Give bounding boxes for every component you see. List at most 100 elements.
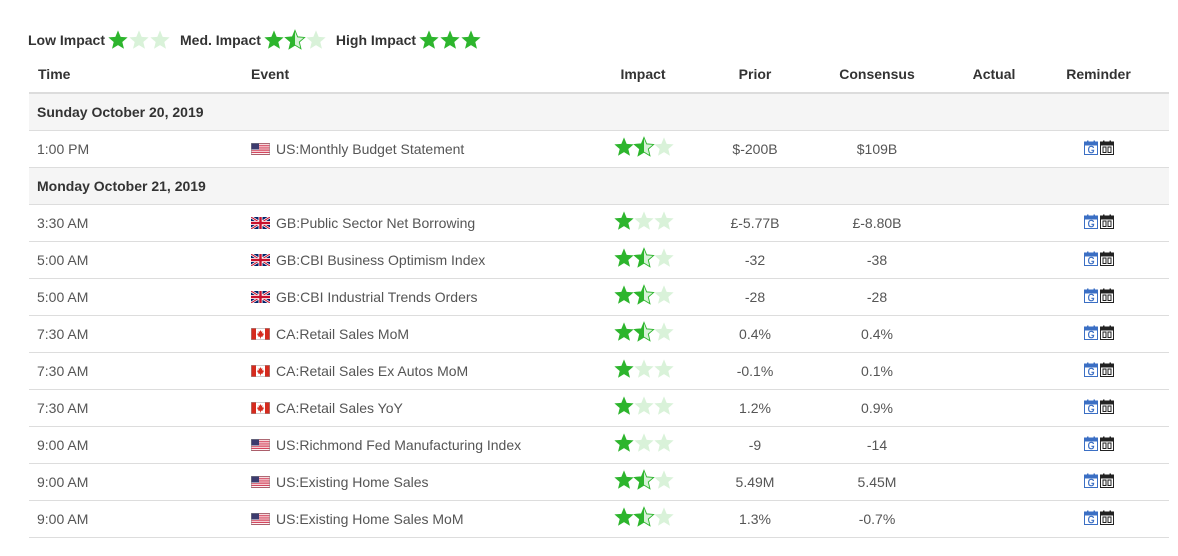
gb-flag-icon <box>251 290 270 303</box>
google-calendar-icon[interactable] <box>1083 325 1098 340</box>
google-calendar-icon[interactable] <box>1083 473 1098 488</box>
event-impact <box>570 278 716 316</box>
economic-calendar-table: Time Event Impact Prior Consensus Actual… <box>29 56 1169 538</box>
star-empty-icon <box>654 137 674 156</box>
ical-calendar-icon[interactable] <box>1099 510 1114 525</box>
day-header-row: Monday October 21, 2019 <box>29 167 1169 205</box>
ical-calendar-icon[interactable] <box>1099 399 1114 414</box>
star-full-icon <box>264 30 284 49</box>
google-calendar-icon[interactable] <box>1083 251 1098 266</box>
event-time: 3:30 AM <box>29 204 136 242</box>
table-body: Sunday October 20, 2019 1:00 PM US:Monthly… <box>29 93 1169 538</box>
star-empty-icon <box>150 30 170 49</box>
star-full-icon <box>614 359 634 378</box>
day-date: Sunday October 20, 2019 <box>29 93 1169 131</box>
legend-label: Med. Impact <box>180 32 261 48</box>
star-empty-icon <box>654 396 674 415</box>
event-impact <box>570 389 716 427</box>
reminder-icons <box>1083 325 1114 340</box>
ical-calendar-icon[interactable] <box>1099 251 1114 266</box>
ical-calendar-icon[interactable] <box>1099 325 1114 340</box>
google-calendar-icon[interactable] <box>1083 288 1098 303</box>
legend-item: Med. Impact <box>180 29 326 51</box>
event-time: 9:00 AM <box>29 500 136 538</box>
event-consensus: -0.7% <box>794 500 960 538</box>
event-prior: -32 <box>716 241 794 279</box>
star-empty-icon <box>654 211 674 230</box>
event-actual <box>960 278 1028 316</box>
event-reminder <box>1028 389 1169 427</box>
event-name: US:Existing Home Sales <box>276 473 429 490</box>
star-full-icon <box>419 30 439 49</box>
google-calendar-icon[interactable] <box>1083 436 1098 451</box>
star-half-icon <box>284 29 306 50</box>
event-row: 5:00 AM GB:CBI Business Optimism Index -32… <box>29 241 1169 279</box>
event-actual <box>960 352 1028 390</box>
event-actual <box>960 204 1028 242</box>
star-full-icon <box>461 30 481 49</box>
impact-stars <box>613 506 674 528</box>
reminder-icons <box>1083 288 1114 303</box>
impact-stars <box>613 395 674 417</box>
event-impact <box>570 241 716 279</box>
legend-label: Low Impact <box>28 32 106 48</box>
event-reminder <box>1028 500 1169 538</box>
impact-stars <box>613 136 674 158</box>
star-half-icon <box>633 136 655 157</box>
event-actual <box>960 315 1028 353</box>
event-prior: 1.3% <box>716 500 794 538</box>
event-row: 7:30 AM CA:Retail Sales MoM 0.4% 0.4% <box>29 315 1169 353</box>
star-full-icon <box>614 322 634 341</box>
day-date: Monday October 21, 2019 <box>29 167 1169 205</box>
event-prior: £-5.77B <box>716 204 794 242</box>
event-prior: -9 <box>716 426 794 464</box>
event-name: CA:Retail Sales MoM <box>276 325 410 342</box>
google-calendar-icon[interactable] <box>1083 362 1098 377</box>
star-full-icon <box>440 30 460 49</box>
google-calendar-icon[interactable] <box>1083 214 1098 229</box>
event-prior: -0.1% <box>716 352 794 390</box>
star-full-icon <box>614 433 634 452</box>
google-calendar-icon[interactable] <box>1083 140 1098 155</box>
star-full-icon <box>614 248 634 267</box>
ical-calendar-icon[interactable] <box>1099 436 1114 451</box>
google-calendar-icon[interactable] <box>1083 510 1098 525</box>
event-prior: 5.49M <box>716 463 794 501</box>
event-impact <box>570 204 716 242</box>
event-cell: CA:Retail Sales MoM <box>136 315 570 353</box>
event-name: US:Monthly Budget Statement <box>276 140 465 157</box>
us-flag-icon <box>251 475 270 488</box>
reminder-icons <box>1083 473 1114 488</box>
event-consensus: £-8.80B <box>794 204 960 242</box>
star-full-icon <box>614 507 634 526</box>
event-consensus: 0.1% <box>794 352 960 390</box>
event-cell: GB:CBI Industrial Trends Orders <box>136 278 570 316</box>
event-impact <box>570 130 716 168</box>
ical-calendar-icon[interactable] <box>1099 140 1114 155</box>
event-name: US:Richmond Fed Manufacturing Index <box>276 436 522 453</box>
ical-calendar-icon[interactable] <box>1099 214 1114 229</box>
google-calendar-icon[interactable] <box>1083 399 1098 414</box>
ca-flag-icon <box>251 401 270 414</box>
star-half-icon <box>633 284 655 305</box>
col-consensus-header: Consensus <box>794 56 960 94</box>
ical-calendar-icon[interactable] <box>1099 473 1114 488</box>
star-empty-icon <box>306 30 326 49</box>
event-cell: US:Existing Home Sales <box>136 463 570 501</box>
event-row: 7:30 AM CA:Retail Sales Ex Autos MoM -0.1%… <box>29 352 1169 390</box>
event-row: 1:00 PM US:Monthly Budget Statement $-200B… <box>29 130 1169 168</box>
legend-stars <box>263 29 326 51</box>
event-row: 7:30 AM CA:Retail Sales YoY 1.2% 0.9% <box>29 389 1169 427</box>
reminder-icons <box>1083 436 1114 451</box>
ical-calendar-icon[interactable] <box>1099 362 1114 377</box>
star-half-icon <box>633 469 655 490</box>
star-half-icon <box>633 247 655 268</box>
event-actual <box>960 130 1028 168</box>
event-cell: US:Existing Home Sales MoM <box>136 500 570 538</box>
col-prior-header: Prior <box>716 56 794 94</box>
ical-calendar-icon[interactable] <box>1099 288 1114 303</box>
ca-flag-icon <box>251 327 270 340</box>
event-actual <box>960 241 1028 279</box>
event-reminder <box>1028 241 1169 279</box>
event-cell: US:Richmond Fed Manufacturing Index <box>136 426 570 464</box>
